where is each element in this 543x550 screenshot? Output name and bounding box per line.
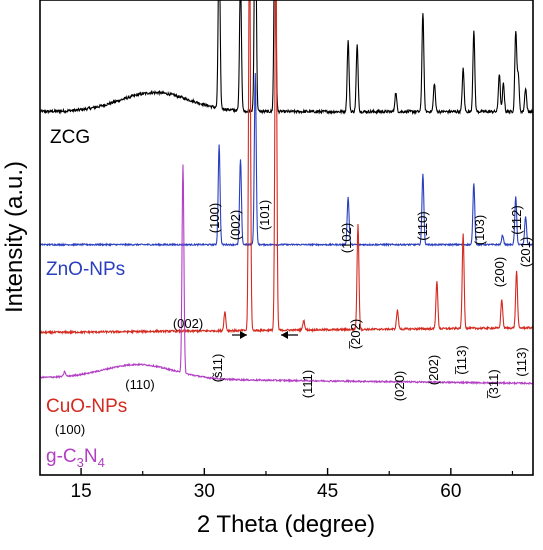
x-tick-label: 60 — [440, 481, 461, 502]
miller-index-label: (202) — [426, 355, 441, 385]
x-axis-title: 2 Theta (degree) — [197, 511, 375, 538]
miller-index-label: (002) — [173, 316, 203, 331]
miller-index-label: (112) — [509, 205, 524, 234]
miller-index-label: (111) — [300, 370, 315, 398]
miller-index-label: (̅311) — [486, 369, 501, 398]
series-line-cuo-nps — [39, 0, 534, 336]
miller-index-label: (200) — [492, 257, 507, 287]
series-line-g-c3n4 — [39, 164, 534, 386]
x-tick-label: 30 — [194, 481, 215, 502]
miller-index-label: (̅113) — [454, 345, 469, 374]
miller-index-label: (100) — [55, 422, 85, 437]
series-line-zcg — [39, 0, 534, 116]
arrow-head-icon — [281, 331, 288, 339]
series-label-gcn: g-C3N4 — [46, 446, 105, 470]
miller-index-label: (103) — [472, 215, 487, 245]
miller-index-label: (113) — [514, 347, 529, 376]
series-line-zno-nps — [39, 73, 534, 248]
miller-index-label: (002) — [228, 210, 243, 240]
series-label-zcg: ZCG — [50, 127, 90, 148]
miller-index-label: (š11) — [210, 354, 225, 383]
arrow-head-icon — [240, 331, 247, 339]
peak-annotations: (100) (002) (101) (102) (110) (103) (200) (112)… — [55, 200, 533, 437]
x-tick-label: 15 — [71, 481, 92, 502]
miller-index-label: (110) — [125, 377, 154, 392]
x-tick-label: 45 — [317, 481, 338, 502]
x-axis: 15 30 45 60 — [71, 468, 514, 502]
y-axis-title: Intensity (a.u.) — [1, 161, 28, 313]
miller-index-label: (̅202) — [348, 319, 363, 349]
plot-area — [39, 0, 534, 386]
miller-index-label: (101) — [257, 200, 272, 230]
miller-index-label: (102) — [339, 223, 354, 253]
miller-index-label: (020) — [392, 371, 407, 401]
miller-index-label: (201) — [518, 237, 533, 267]
series-label-zno: ZnO-NPs — [46, 259, 125, 280]
miller-index-label: (100) — [207, 203, 222, 233]
plot-frame — [39, 0, 534, 476]
series-label-cuo: CuO-NPs — [46, 396, 127, 417]
miller-index-label: (110) — [415, 211, 430, 240]
